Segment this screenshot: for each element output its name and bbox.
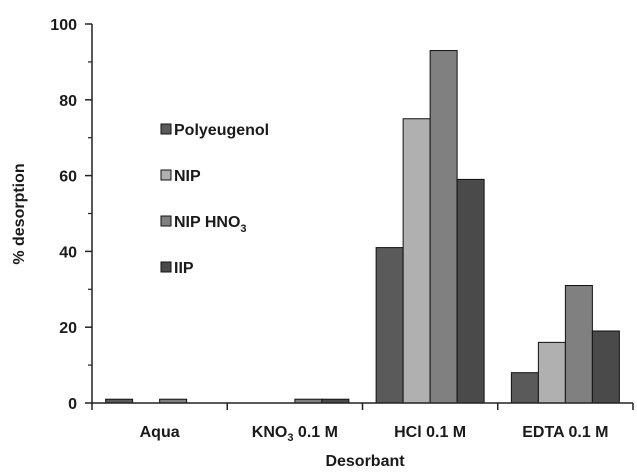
y-tick-label: 20 [59, 320, 77, 337]
bar-nip [402, 118, 431, 404]
bar-iip [591, 330, 620, 404]
y-axis-title: % desorption [11, 163, 28, 264]
bar-iip [456, 178, 485, 404]
bar-polyeugenol [510, 372, 539, 404]
y-tick-label: 0 [68, 396, 77, 413]
legend-swatch [160, 169, 172, 181]
legend-label: NIP HNO3 [174, 214, 247, 235]
x-tick-label: EDTA 0.1 M [522, 424, 608, 441]
legend-label: Polyeugenol [174, 122, 269, 139]
bar-nip [537, 341, 566, 404]
x-axis-title: Desorbant [325, 453, 405, 470]
legend: Polyeugenol NIP NIP HNO3 IIP [160, 122, 269, 277]
bar-nip-hno [429, 50, 458, 404]
bar-nip-hno [564, 285, 593, 404]
y-ticks-group: 0 20 40 60 80 100 [50, 17, 92, 413]
x-tick-label: Aqua [140, 424, 180, 441]
x-tick-label: KNO3 0.1 M [252, 424, 338, 444]
y-tick-label: 80 [59, 93, 77, 110]
x-ticks-group: Aqua KNO3 0.1 M HCl 0.1 M EDTA 0.1 M [91, 403, 634, 444]
y-tick-label: 100 [50, 17, 77, 34]
legend-swatch [160, 123, 172, 135]
legend-label: IIP [174, 260, 194, 277]
legend-swatch [160, 261, 172, 273]
bar-polyeugenol [375, 247, 404, 404]
x-tick-label: HCl 0.1 M [394, 424, 466, 441]
y-tick-label: 40 [59, 244, 77, 261]
legend-label: NIP [174, 168, 201, 185]
y-tick-label: 60 [59, 169, 77, 186]
legend-swatch [160, 215, 172, 227]
bars-group [105, 50, 620, 404]
